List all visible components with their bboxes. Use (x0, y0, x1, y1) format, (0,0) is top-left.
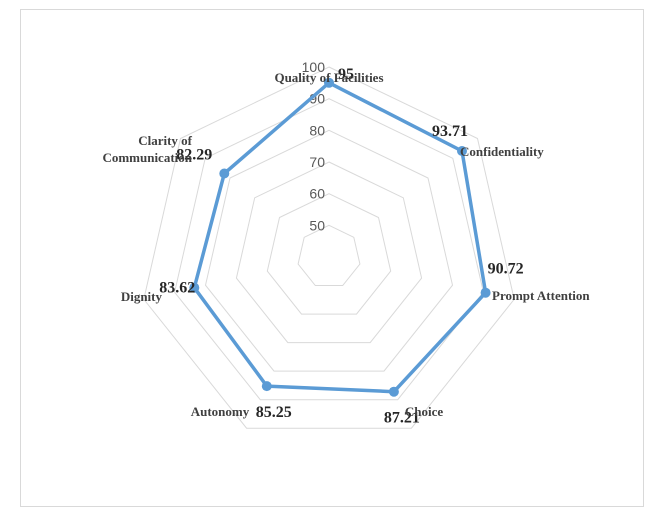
data-point-1 (457, 146, 467, 156)
data-point-5 (189, 282, 200, 293)
grid-ring-100 (143, 66, 515, 429)
tick-label-50: 50 (309, 217, 325, 233)
tick-label-60: 60 (309, 186, 325, 202)
data-point-2 (480, 287, 491, 298)
grid-ring-90 (174, 98, 484, 401)
category-label-6: Clarity of Communication (102, 133, 192, 165)
grid-ring-80 (204, 129, 454, 372)
data-point-0 (324, 77, 334, 88)
tick-label-80: 80 (309, 122, 325, 138)
grid-ring-50 (297, 224, 361, 286)
data-label-1: 93.71 (432, 123, 468, 140)
data-point-6 (219, 168, 230, 179)
category-label-5: Dignity (121, 289, 163, 304)
chart-frame (20, 9, 644, 507)
tick-label-100: 100 (302, 59, 326, 75)
category-label-2: Prompt Attention (492, 288, 590, 303)
category-label-0: Quality of Facilities (274, 70, 383, 85)
tick-label-70: 70 (309, 154, 325, 170)
grid-ring-70 (235, 161, 423, 344)
data-label-0: 95 (338, 66, 354, 83)
data-point-3 (388, 386, 399, 397)
category-label-3: Choice (405, 404, 444, 419)
data-labels: 95 93.71 90.72 87.21 85.25 83.62 82.29 (159, 66, 523, 427)
category-labels: Quality of Facilities Confidentiality Prom… (102, 70, 590, 419)
grid-ring-60 (266, 193, 392, 315)
grid (143, 66, 515, 429)
series-line (192, 81, 488, 394)
data-label-2: 90.72 (488, 261, 524, 278)
series (189, 77, 491, 397)
data-point-4 (261, 381, 272, 392)
data-label-5: 83.62 (159, 280, 195, 297)
data-label-4: 85.25 (256, 404, 292, 421)
category-label-1: Confidentiality (460, 144, 544, 159)
data-label-3: 87.21 (384, 410, 420, 427)
category-label-4: Autonomy (191, 404, 250, 419)
data-label-6: 82.29 (176, 147, 212, 164)
